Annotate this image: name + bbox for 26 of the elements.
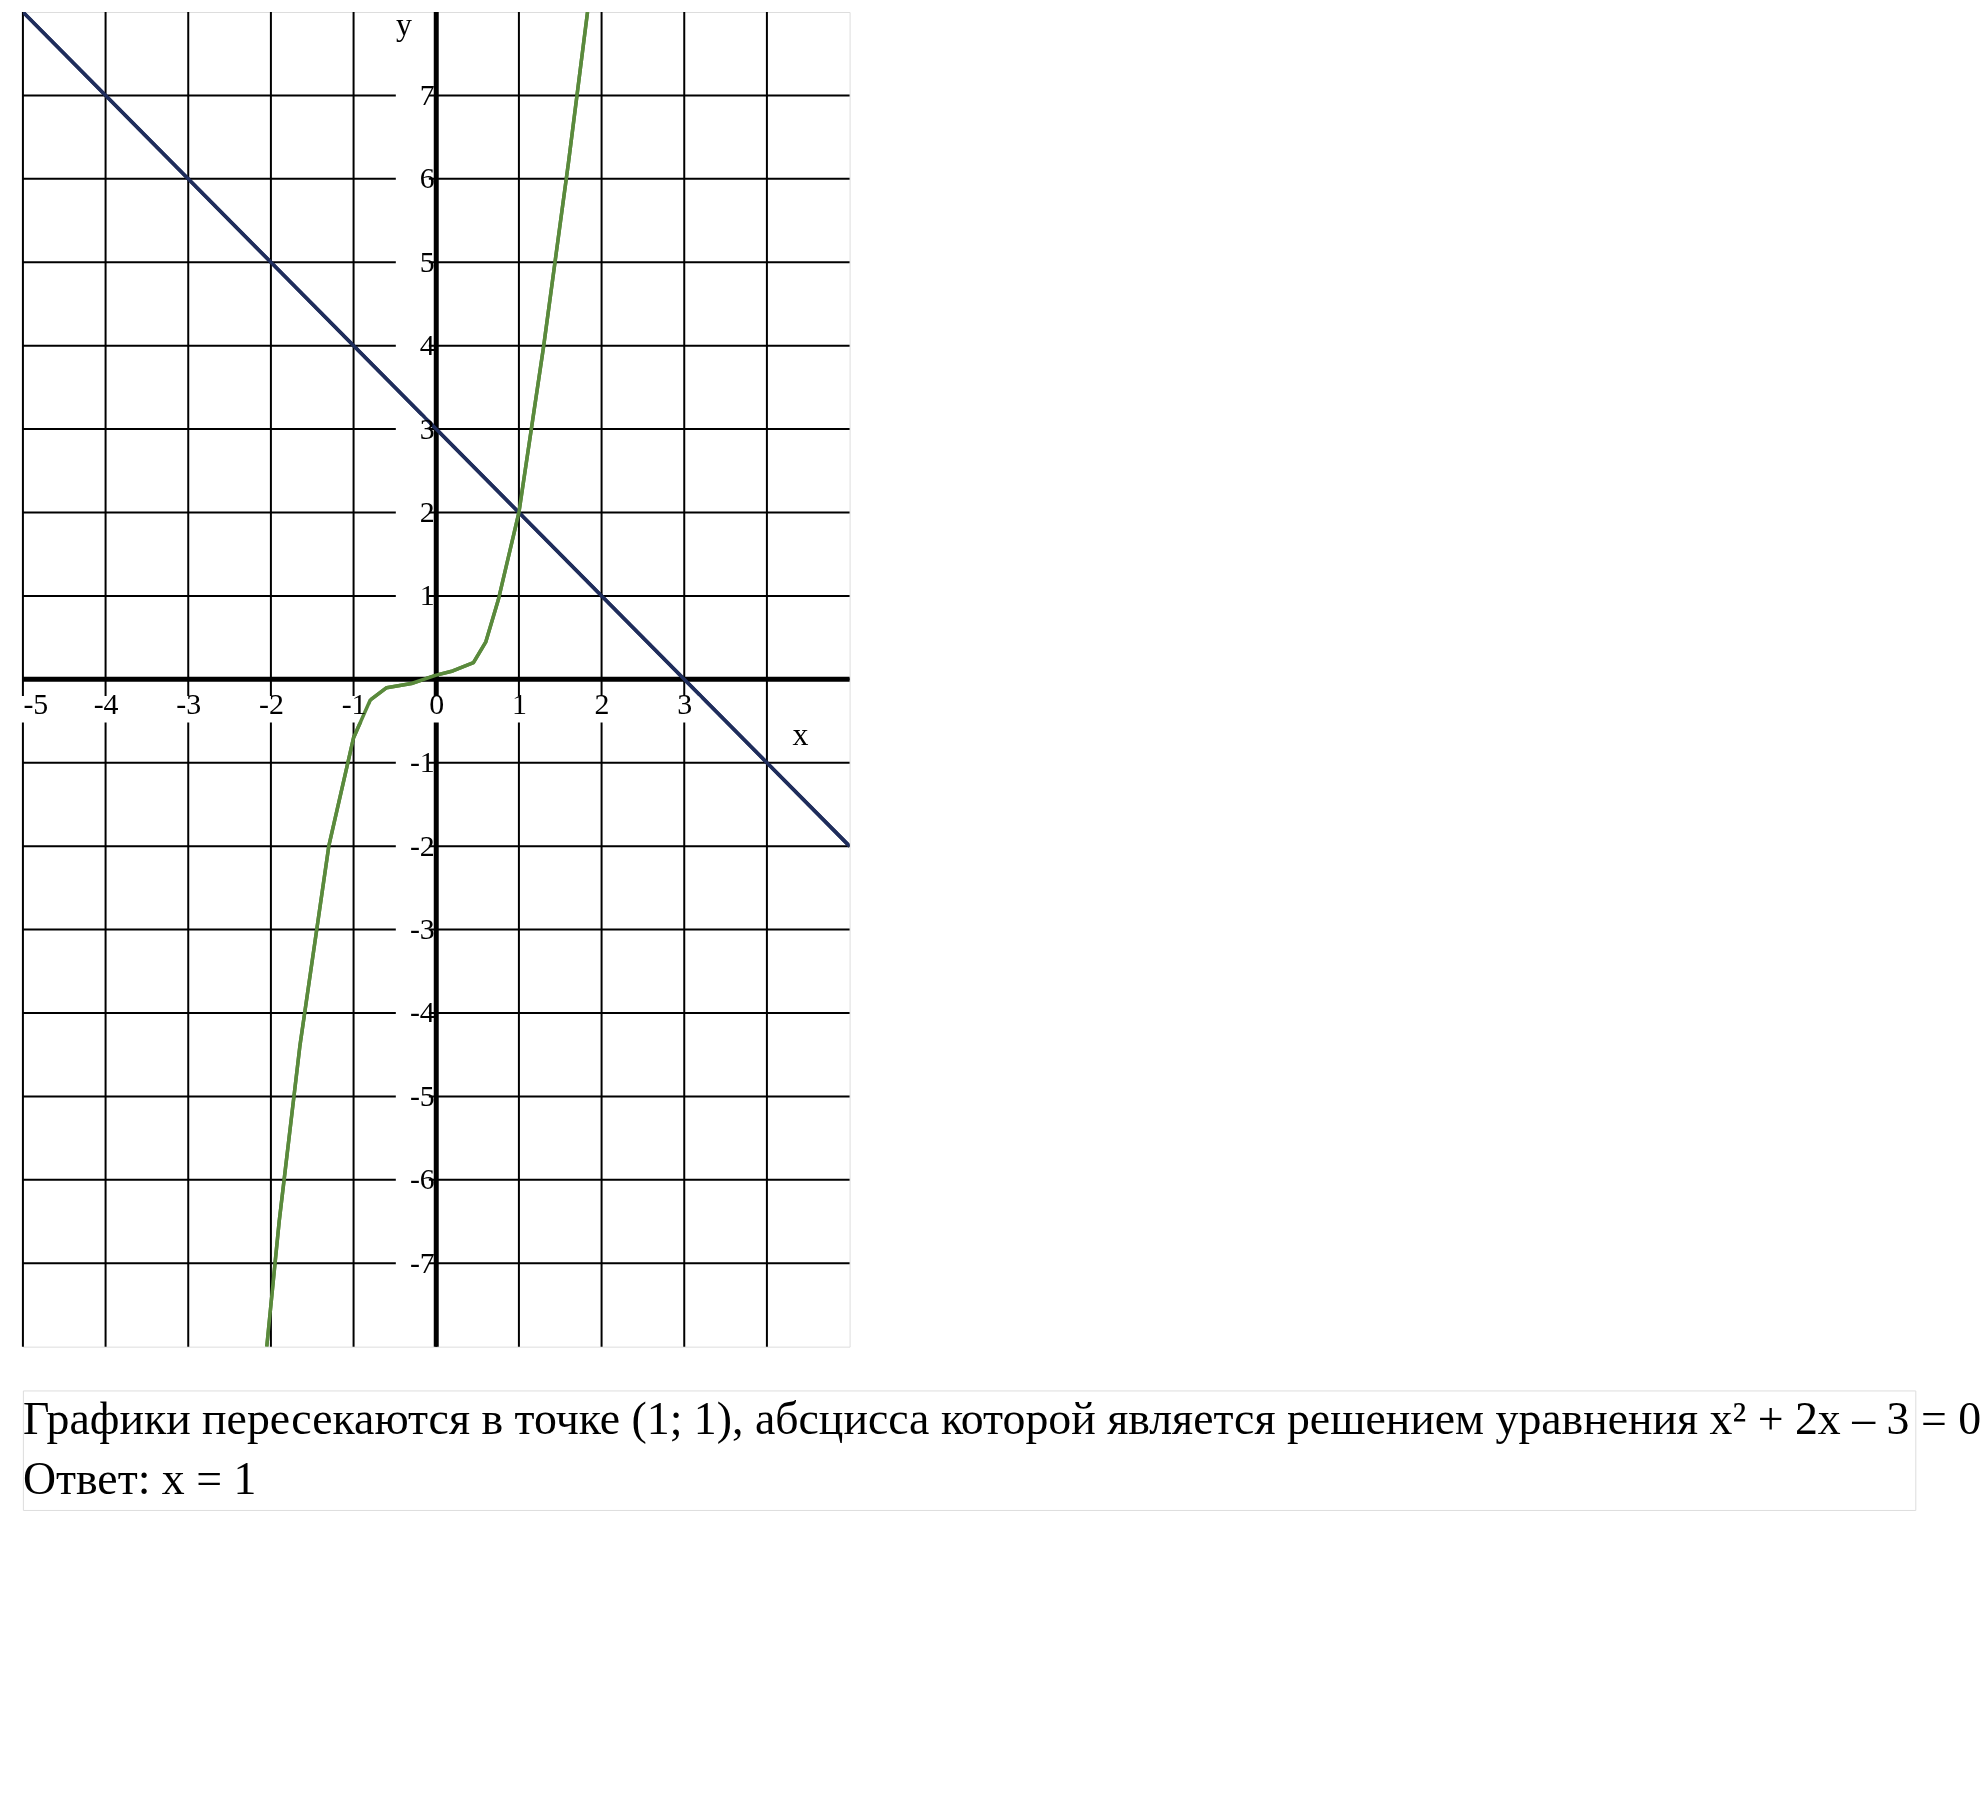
y-tick-label: 4: [419, 328, 435, 362]
x-tick-label: -4: [93, 686, 119, 720]
text: Ответ: x = 1: [22, 1453, 257, 1505]
x-tick-label: -1: [341, 686, 367, 720]
x-tick-label: -5: [23, 686, 49, 720]
y-tick-label: 6: [419, 161, 435, 195]
x-tick-label: 3: [677, 686, 693, 720]
y-tick-label: -5: [409, 1078, 435, 1112]
y-axis-title: y: [395, 7, 412, 43]
y-tick-label: 2: [419, 494, 435, 528]
y-tick-label: -7: [409, 1245, 435, 1279]
y-tick-label: 1: [419, 578, 435, 612]
y-tick-label: 7: [419, 77, 435, 111]
y-tick-label: -6: [409, 1162, 435, 1196]
y-tick-label: -3: [409, 912, 435, 946]
x-tick-label: -2: [258, 686, 284, 720]
text: Графики пересекаются в точке (1; 1), абсцисса которой является решением уравнения x² + 2x – 3 = 0: [22, 1393, 1982, 1445]
y-tick-label: 5: [419, 244, 435, 278]
y-tick-label: -1: [409, 745, 435, 779]
x-tick-label: -3: [176, 686, 202, 720]
y-tick-label: -2: [409, 828, 435, 862]
x-tick-label: 0: [429, 686, 445, 720]
y-tick-label: 3: [419, 411, 435, 445]
x-axis-title: x: [792, 716, 809, 752]
x-tick-label: 2: [594, 686, 610, 720]
x-tick-label: 1: [511, 686, 527, 720]
